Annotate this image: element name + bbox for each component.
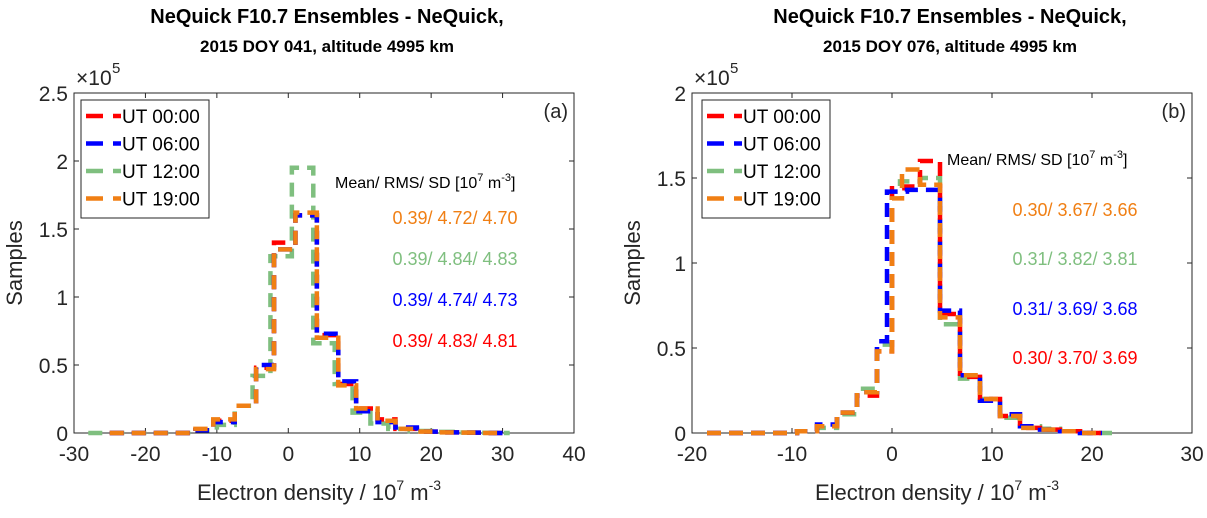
- y-axis-label: Samples: [620, 220, 645, 306]
- x-tick-label: 20: [419, 443, 442, 466]
- y-tick-label: 0: [56, 423, 68, 446]
- series-stats: 0.39/ 4.83/ 4.81: [392, 331, 517, 351]
- y-tick-label: 2: [674, 83, 686, 106]
- panel-a: NeQuick F10.7 Ensembles - NeQuick, 2015 D…: [2, 6, 586, 505]
- x-tick-label: 30: [491, 443, 514, 466]
- series-stats: 0.30/ 3.70/ 3.69: [1012, 348, 1137, 368]
- panel-label: (b): [1162, 101, 1186, 123]
- x-tick-label: -20: [677, 443, 707, 466]
- y-tick-label: 0: [674, 423, 686, 446]
- x-axis-label-sup: 7: [1014, 477, 1022, 493]
- legend-label: UT 19:00: [122, 190, 200, 211]
- chart-subtitle: 2015 DOY 076, altitude 4995 km: [823, 37, 1077, 56]
- stats-header: Mean/ RMS/ SD [107 m-3]: [947, 149, 1127, 169]
- stats-header-end: ]: [1123, 152, 1127, 169]
- y-multiplier-exponent: 5: [112, 60, 120, 77]
- y-tick-label: 1: [674, 253, 686, 276]
- stats-header-text: Mean/ RMS/ SD [10: [335, 175, 477, 192]
- series-stats: 0.39/ 4.74/ 4.73: [392, 290, 517, 310]
- y-multiplier: ×10: [694, 67, 730, 90]
- y-tick-label: 2: [56, 151, 68, 174]
- chart-subtitle: 2015 DOY 041, altitude 4995 km: [200, 37, 454, 56]
- y-tick-label: 1.5: [657, 168, 686, 191]
- stats-header-unit: m: [483, 175, 501, 192]
- legend-label: UT 12:00: [743, 162, 821, 183]
- series-stats: 0.31/ 3.69/ 3.68: [1012, 299, 1137, 319]
- y-axis-label: Samples: [2, 220, 27, 306]
- y-multiplier: ×10: [76, 67, 112, 90]
- stats-header-sup: 7: [477, 172, 483, 184]
- x-axis-label-unit: m: [1028, 480, 1046, 505]
- y-tick-label: 0.5: [39, 355, 68, 378]
- chart-title: NeQuick F10.7 Ensembles - NeQuick,: [773, 6, 1126, 28]
- stats-header: Mean/ RMS/ SD [107 m-3]: [335, 172, 515, 192]
- y-tick-label: 1: [56, 287, 68, 310]
- legend-label: UT 06:00: [743, 135, 821, 156]
- x-tick-label: -30: [59, 443, 89, 466]
- legend-label: UT 12:00: [122, 162, 200, 183]
- x-tick-label: 10: [980, 443, 1003, 466]
- x-axis-label: Electron density / 107 m-3: [197, 477, 441, 505]
- chart-title: NeQuick F10.7 Ensembles - NeQuick,: [150, 6, 503, 28]
- stats-header-sup: 7: [1089, 149, 1095, 161]
- stats-header-unit-sup: -3: [501, 172, 511, 184]
- x-tick-label: -10: [202, 443, 232, 466]
- x-tick-label: 0: [282, 443, 294, 466]
- x-tick-label: 10: [348, 443, 371, 466]
- stats-header-end: ]: [511, 175, 515, 192]
- panel-label: (a): [544, 101, 568, 123]
- series-stats: 0.39/ 4.84/ 4.83: [392, 249, 517, 269]
- series-line-1900: [109, 210, 503, 436]
- x-tick-label: -20: [130, 443, 160, 466]
- stats-header-unit-sup: -3: [1113, 149, 1123, 161]
- legend-box: [80, 99, 210, 219]
- legend-label: UT 06:00: [122, 135, 200, 156]
- x-axis-label-text: Electron density / 10: [815, 480, 1014, 505]
- stats-header-unit: m: [1095, 152, 1113, 169]
- x-tick-label: 40: [562, 443, 585, 466]
- series-stats: 0.31/ 3.82/ 3.81: [1012, 249, 1137, 269]
- x-tick-label: -10: [777, 443, 807, 466]
- x-tick-label: 0: [886, 443, 898, 466]
- series-stats: 0.30/ 3.67/ 3.66: [1012, 200, 1137, 220]
- x-axis-label-text: Electron density / 10: [197, 480, 396, 505]
- x-axis-label: Electron density / 107 m-3: [815, 477, 1059, 505]
- series-stats: 0.39/ 4.72/ 4.70: [392, 208, 517, 228]
- stats-header-text: Mean/ RMS/ SD [10: [947, 152, 1089, 169]
- y-tick-label: 2.5: [39, 83, 68, 106]
- panel-b: NeQuick F10.7 Ensembles - NeQuick, 2015 D…: [620, 6, 1204, 505]
- x-axis-label-sup: 7: [396, 477, 404, 493]
- x-tick-label: 20: [1080, 443, 1103, 466]
- x-axis-label-unit: m: [410, 480, 428, 505]
- legend-label: UT 19:00: [743, 190, 821, 211]
- legend-label: UT 00:00: [122, 107, 200, 128]
- y-tick-label: 1.5: [39, 219, 68, 242]
- x-axis-label-unit-sup: -3: [429, 477, 442, 493]
- legend-label: UT 00:00: [743, 107, 821, 128]
- y-multiplier-exponent: 5: [730, 60, 738, 77]
- series-line-1900: [707, 167, 1102, 436]
- y-tick-label: 0.5: [657, 338, 686, 361]
- x-axis-label-unit-sup: -3: [1047, 477, 1060, 493]
- x-tick-label: 30: [1180, 443, 1203, 466]
